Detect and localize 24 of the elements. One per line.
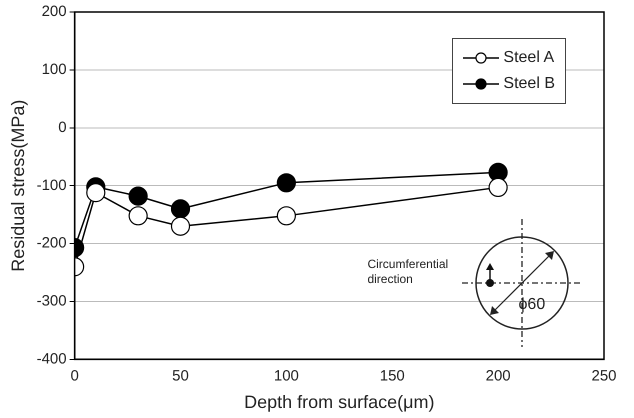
legend-label: Steel A [503,49,554,67]
x-tick-label: 50 [172,368,189,385]
y-tick-label: -400 [36,350,67,368]
annotation: Circumferential direction [367,256,450,287]
y-tick-label: 0 [58,118,67,136]
legend-label: Steel B [503,75,555,93]
annotation: ϕ60 [518,296,546,313]
x-axis-title: Depth from surface(μm) [244,392,435,412]
point [128,186,148,206]
x-tick-label: 200 [486,368,511,385]
point [86,183,106,202]
x-tick-label: 100 [274,368,299,385]
point [170,199,190,218]
y-tick-label: -200 [36,234,67,252]
y-tick-label: 100 [42,61,67,78]
x-tick-label: 150 [380,368,405,385]
x-tick-label: 0 [70,368,79,385]
point [276,173,296,192]
y-tick-label: -100 [36,176,67,194]
y-axis-title: Residual stress(MPa) [8,100,28,272]
point [488,178,508,198]
x-tick-label: 250 [591,368,617,385]
y-tick-label: -300 [36,292,67,310]
y-tick-label: 200 [42,3,67,20]
